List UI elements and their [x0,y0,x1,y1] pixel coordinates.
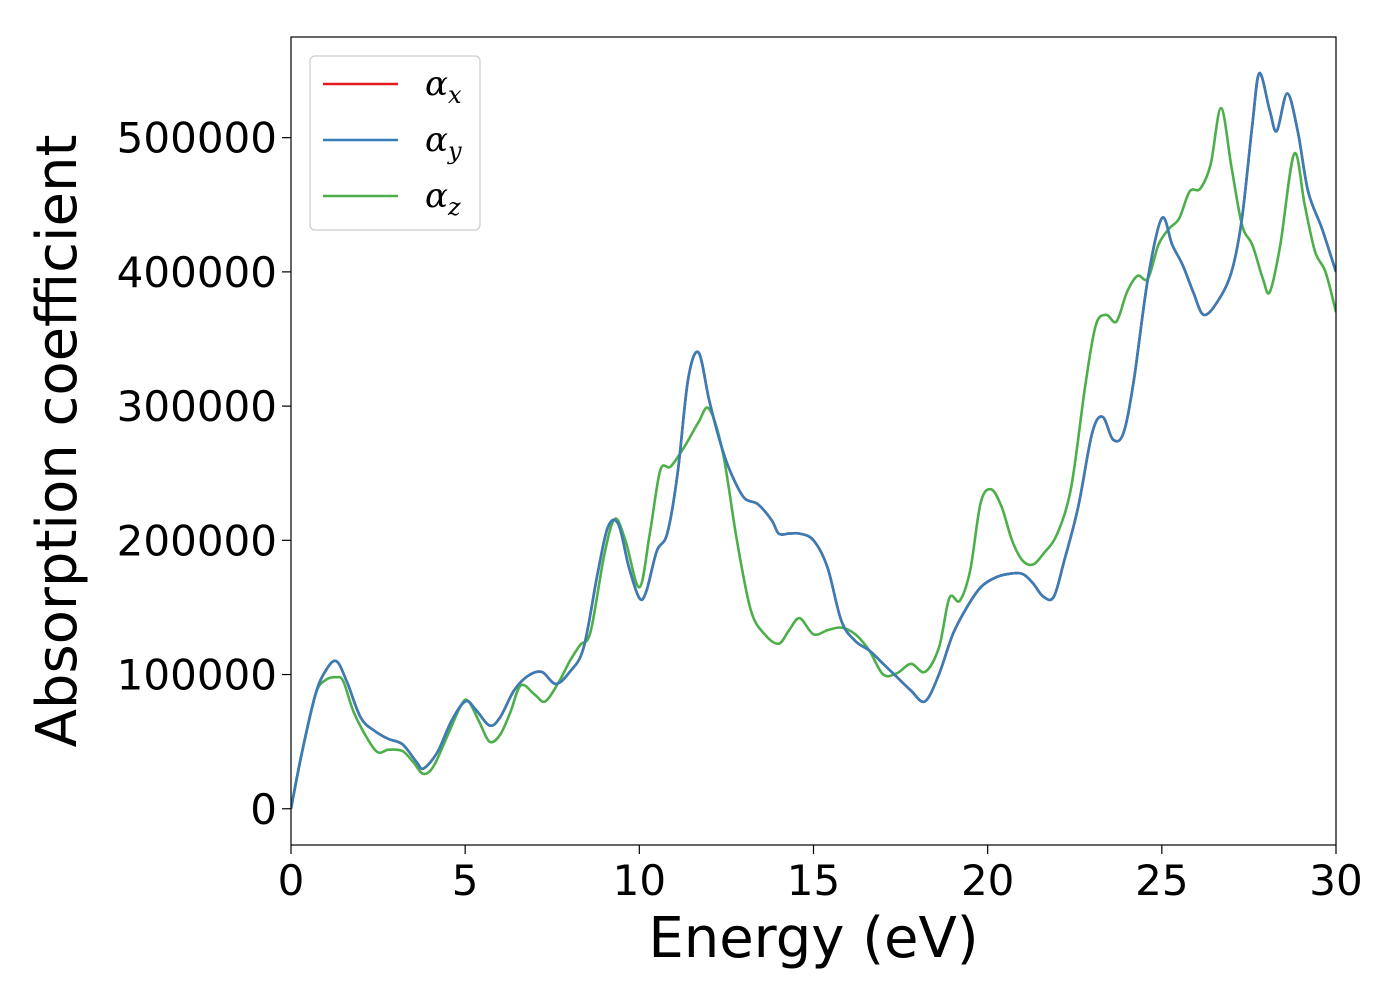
legend-box [309,55,481,231]
y-axis-label: Absorption coefficient [25,135,90,748]
legend-label-symbol: α [425,64,448,104]
y-tick-label: 200000 [117,516,277,565]
legend-label-symbol: α [425,120,448,160]
x-tick-label: 20 [961,856,1014,905]
x-tick-label: 10 [613,856,666,905]
legend-label-subscript: y [447,137,462,165]
legend-label-subscript: x [448,81,462,109]
x-tick-label: 15 [787,856,840,905]
y-tick-label: 100000 [117,651,277,700]
series-line-alpha-z [291,106,1336,810]
y-axis-ticks: 0 100000 200000 300000 400000 500000 [117,114,291,834]
legend-label-alpha-z: αz [425,176,461,221]
series-layer [291,71,1336,810]
legend-label-alpha-y: αy [425,120,462,165]
x-tick-label: 25 [1135,856,1188,905]
series-line-alpha-y [291,71,1336,810]
legend-label-alpha-x: αx [425,64,462,109]
y-tick-label: 0 [250,785,277,834]
x-tick-label: 0 [278,856,305,905]
x-axis-ticks: 0 5 10 15 20 25 30 [278,845,1363,905]
legend-label-symbol: α [425,176,448,216]
x-tick-label: 30 [1309,856,1362,905]
x-tick-label: 5 [452,856,479,905]
y-tick-label: 500000 [117,114,277,163]
legend-label-subscript: z [447,193,461,221]
y-tick-label: 300000 [117,382,277,431]
y-tick-label: 400000 [117,248,277,297]
x-axis-label: Energy (eV) [648,906,978,971]
